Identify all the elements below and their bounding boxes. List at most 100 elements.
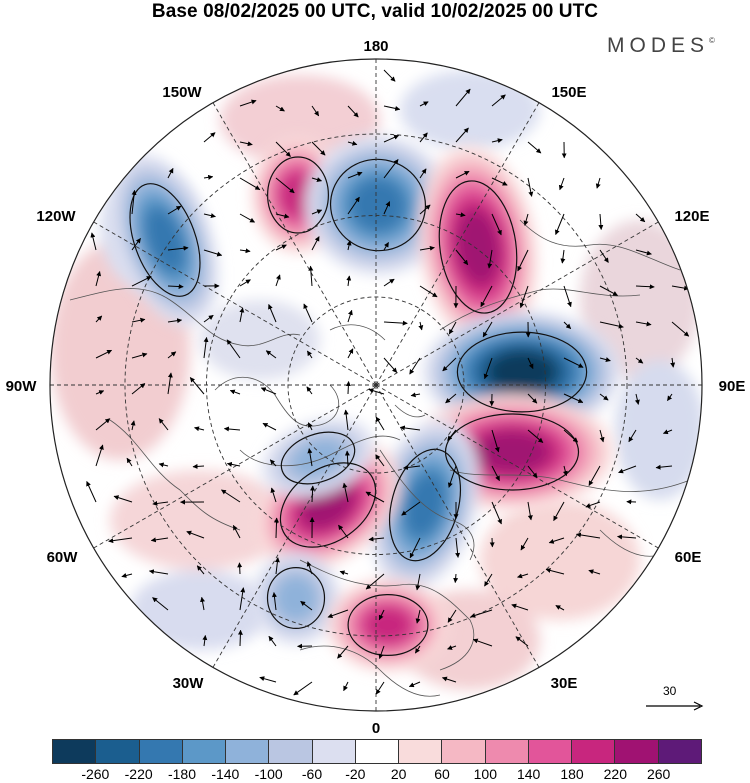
label-90e: 90E <box>719 378 746 395</box>
wind-vector <box>635 321 652 327</box>
wind-vector <box>635 284 655 290</box>
negative-anomaly-scandinavia <box>371 419 479 591</box>
wind-vector <box>455 537 461 558</box>
wind-vector <box>203 213 216 219</box>
wind-vector <box>635 357 644 364</box>
wind-vector <box>167 284 184 290</box>
wind-vector <box>671 321 690 337</box>
wind-vector <box>203 314 214 323</box>
wind-vector <box>346 240 352 251</box>
wind-vector <box>563 357 584 368</box>
wind-vector <box>491 94 506 107</box>
wind-vector <box>275 105 285 112</box>
wind-vector <box>455 127 469 143</box>
wind-vector <box>628 429 637 443</box>
wind-vector <box>158 462 169 468</box>
wind-vector <box>347 348 354 359</box>
negative-anomaly-azores-contour <box>266 566 326 629</box>
wind-vector <box>598 213 604 230</box>
wind-vector <box>383 242 389 251</box>
wind-vector <box>447 609 457 623</box>
wind-vector <box>662 429 673 435</box>
wind-vector <box>520 537 529 551</box>
wind-vector <box>491 501 502 525</box>
meridian-line <box>375 384 659 549</box>
map-title: Base 08/02/2025 00 UTC, valid 10/02/2025… <box>151 1 599 22</box>
wind-vector <box>259 676 277 683</box>
wind-vector <box>599 393 609 401</box>
positive-anomaly-150w-contour <box>267 156 330 234</box>
positive-anomaly-mediterranean-contour <box>347 593 429 656</box>
wind-vector <box>418 321 424 331</box>
wind-vector <box>560 249 566 264</box>
wind-vector <box>268 304 277 323</box>
wind-vector <box>269 459 277 467</box>
colorbar-segment <box>484 740 528 763</box>
colorbar-segment <box>527 740 572 763</box>
wind-vector <box>563 429 579 443</box>
wind-vector <box>383 201 391 215</box>
label-60e: 60E <box>675 549 702 566</box>
wind-vector <box>339 570 349 576</box>
reference-vector-arrow <box>646 701 704 711</box>
wind-vector <box>419 168 427 179</box>
wind-vector <box>167 318 183 324</box>
wind-vector <box>239 248 251 254</box>
wind-vector <box>300 600 313 611</box>
wind-vector <box>441 676 457 683</box>
wind-vector <box>491 138 503 144</box>
meridian-labels: 180 150W 150E 120W 120E 90W 90E 60W 60E … <box>6 38 746 735</box>
wind-vector <box>95 418 111 431</box>
colorbar <box>52 739 702 764</box>
wind-vector <box>95 444 104 467</box>
wind-vector <box>482 321 493 338</box>
wind-vector <box>271 592 277 611</box>
negative-anomaly-greenland <box>262 418 374 498</box>
wind-vector <box>131 352 148 359</box>
wind-vector <box>365 573 385 590</box>
wind-vector <box>588 569 601 575</box>
wind-vector <box>595 177 601 189</box>
latitude-circle <box>287 296 465 474</box>
wind-vector <box>484 573 493 587</box>
wind-vector <box>375 454 385 467</box>
wind-vector <box>306 561 313 575</box>
label-30e: 30E <box>551 675 578 692</box>
wind-vector <box>95 390 105 395</box>
colorbar-segment <box>354 740 399 763</box>
wind-vector <box>260 387 277 395</box>
meridian-line <box>375 102 540 386</box>
wind-vector <box>617 534 637 540</box>
wind-vector <box>511 603 529 611</box>
wind-vector <box>445 393 457 404</box>
wind-vector <box>447 465 457 488</box>
wind-vector <box>585 501 601 508</box>
graticule <box>50 59 702 711</box>
negative-anomaly-greenland-contour <box>280 431 356 485</box>
colorbar-segment <box>614 740 658 763</box>
wind-vector <box>311 141 326 156</box>
wind-vector <box>470 609 493 618</box>
colorbar-segment <box>571 740 615 763</box>
colorbar-segment <box>138 740 182 763</box>
wind-vector <box>655 464 673 470</box>
wind-vector <box>558 177 565 191</box>
wind-vector <box>347 140 358 146</box>
wind-vector <box>196 565 205 575</box>
wind-vector <box>126 457 133 467</box>
wind-vector <box>375 416 385 431</box>
wind-vector <box>192 463 205 469</box>
wind-vector <box>344 450 350 467</box>
wind-vector <box>307 422 313 431</box>
wind-vector <box>455 170 470 179</box>
colorbar-tick-label: -100 <box>254 766 283 782</box>
wind-vector <box>447 645 457 650</box>
wind-vector <box>419 285 438 298</box>
wind-vector <box>365 491 385 503</box>
wind-vector <box>194 426 205 432</box>
meridian-line <box>93 221 377 386</box>
label-0: 0 <box>372 720 380 735</box>
wind-vector <box>327 609 349 619</box>
wind-vector <box>346 275 352 287</box>
wind-vector <box>306 386 313 395</box>
